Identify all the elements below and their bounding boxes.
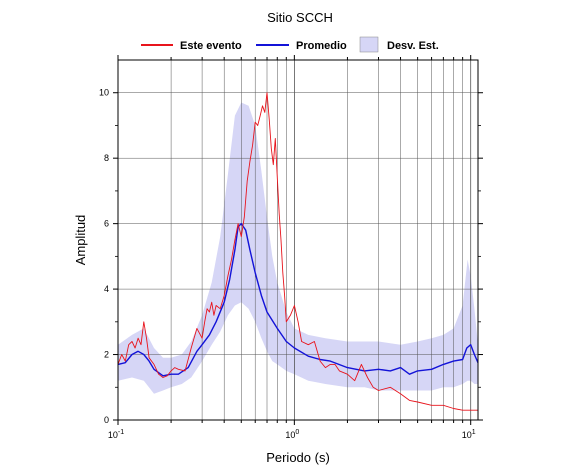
plot-frame — [117, 59, 479, 421]
x-tick-label: 100 — [285, 429, 299, 440]
y-tick-label: 6 — [104, 219, 109, 229]
y-tick-label: 10 — [99, 88, 109, 98]
x-axis-label: Periodo (s) — [266, 450, 330, 465]
x-tick-exponent: -1 — [118, 429, 124, 436]
y-tick-label: 4 — [104, 284, 109, 294]
y-tick-label: 2 — [104, 350, 109, 360]
legend-label-desv-est: Desv. Est. — [387, 40, 439, 52]
chart-title: Sitio SCCH — [267, 10, 333, 25]
x-tick-label: 101 — [462, 429, 476, 440]
series-line-este-evento — [117, 92, 478, 411]
y-tick-label: 0 — [104, 415, 109, 425]
legend-swatch-desv-est — [359, 36, 379, 53]
x-tick-exponent: 0 — [295, 429, 299, 436]
legend-label-promedio: Promedio — [296, 40, 347, 52]
y-tick-label: 8 — [104, 153, 109, 163]
legend: Este evento Promedio Desv. Est. — [141, 36, 439, 53]
series-line-promedio — [117, 222, 479, 377]
y-axis-label: Amplitud — [73, 215, 88, 266]
x-tick-exponent: 1 — [472, 429, 476, 436]
x-tick-label: 10-1 — [108, 429, 124, 440]
std-dev-band — [118, 102, 478, 394]
legend-label-este-evento: Este evento — [180, 40, 242, 52]
